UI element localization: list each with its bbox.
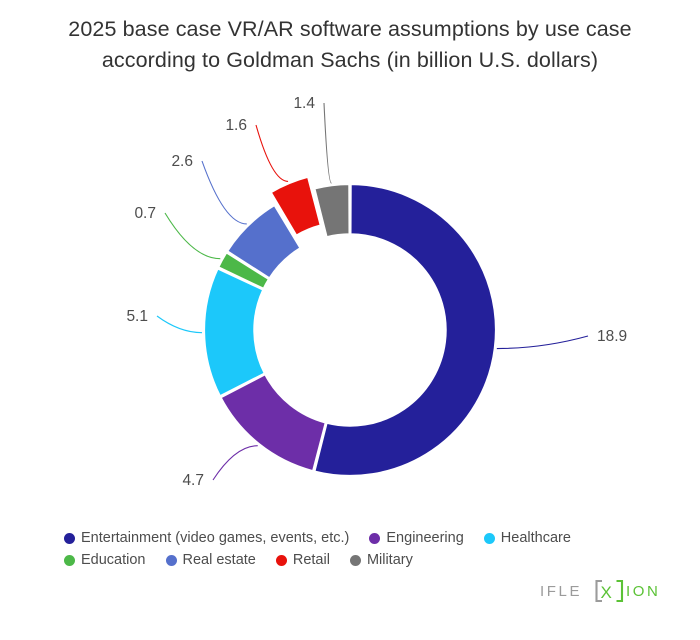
legend-swatch-icon: [369, 532, 381, 544]
leader-line: [496, 335, 589, 350]
legend-item[interactable]: Military: [349, 550, 413, 570]
legend-item-label: Military: [366, 552, 413, 568]
logo-text-suffix: ION: [626, 583, 660, 600]
iflexion-logo-mark: IFLE X ION: [540, 579, 660, 603]
chart-legend: Entertainment (video games, events, etc.…: [0, 528, 700, 570]
legend-item[interactable]: Retail: [275, 550, 330, 570]
chart-plot-area: 18.9 4.7 5.1 0.7 2.6 1.6 1.4: [0, 88, 700, 518]
legend-item[interactable]: Entertainment (video games, events, etc.…: [64, 528, 349, 548]
donut-slice[interactable]: [269, 175, 322, 237]
legend-item[interactable]: Healthcare: [483, 528, 571, 548]
donut-slices-group: [202, 175, 498, 478]
legend-item[interactable]: Engineering: [369, 528, 464, 548]
legend-swatch-icon: [64, 532, 75, 544]
slice-value-label: 2.6: [171, 153, 193, 170]
logo-bracket-icon: [595, 579, 624, 603]
legend-item-label: Real estate: [182, 552, 256, 568]
legend-item-label: Engineering: [386, 530, 464, 546]
page-title-line-1: 2025 base case VR/AR software assumption…: [68, 17, 632, 41]
legend-item[interactable]: Real estate: [165, 550, 256, 570]
page-title: 2025 base case VR/AR software assumption…: [0, 14, 700, 76]
leader-line: [255, 124, 289, 182]
leader-line: [164, 212, 221, 260]
leader-line: [323, 102, 332, 184]
leader-lines-group: [156, 102, 589, 481]
donut-slice[interactable]: [313, 182, 498, 478]
legend-swatch-icon: [64, 554, 75, 566]
iflexion-logo: IFLE X ION: [540, 578, 664, 604]
donut-slice[interactable]: [219, 373, 327, 473]
donut-slice[interactable]: [225, 203, 302, 280]
slice-value-label: 0.7: [134, 205, 156, 222]
slice-value-label: 18.9: [597, 328, 627, 345]
slice-value-label: 1.4: [293, 95, 315, 112]
slice-value-label: 5.1: [126, 308, 148, 325]
legend-item-label: Retail: [292, 552, 330, 568]
donut-slice[interactable]: [313, 182, 351, 239]
legend-item-label: Healthcare: [500, 530, 571, 546]
page-title-line-2: according to Goldman Sachs (in billion U…: [101, 48, 599, 72]
logo-text-mark: X: [601, 583, 612, 602]
leader-line: [212, 445, 258, 481]
slice-value-label: 1.6: [225, 117, 247, 134]
legend-swatch-icon: [275, 554, 287, 566]
legend-swatch-icon: [165, 554, 177, 566]
legend-swatch-icon: [483, 532, 495, 544]
legend-item-label: Entertainment (video games, events, etc.…: [81, 530, 350, 546]
logo-text-prefix: IFLE: [540, 583, 582, 600]
donut-slice[interactable]: [202, 267, 266, 398]
donut-chart: 18.9 4.7 5.1 0.7 2.6 1.6 1.4: [126, 95, 627, 489]
leader-line: [156, 315, 203, 334]
slice-value-label: 4.7: [182, 472, 204, 489]
value-labels-group: 18.9 4.7 5.1 0.7 2.6 1.6 1.4: [126, 95, 627, 489]
leader-line: [201, 160, 247, 225]
legend-swatch-icon: [349, 554, 361, 566]
legend-item[interactable]: Education: [64, 550, 146, 570]
legend-item-label: Education: [81, 552, 146, 568]
